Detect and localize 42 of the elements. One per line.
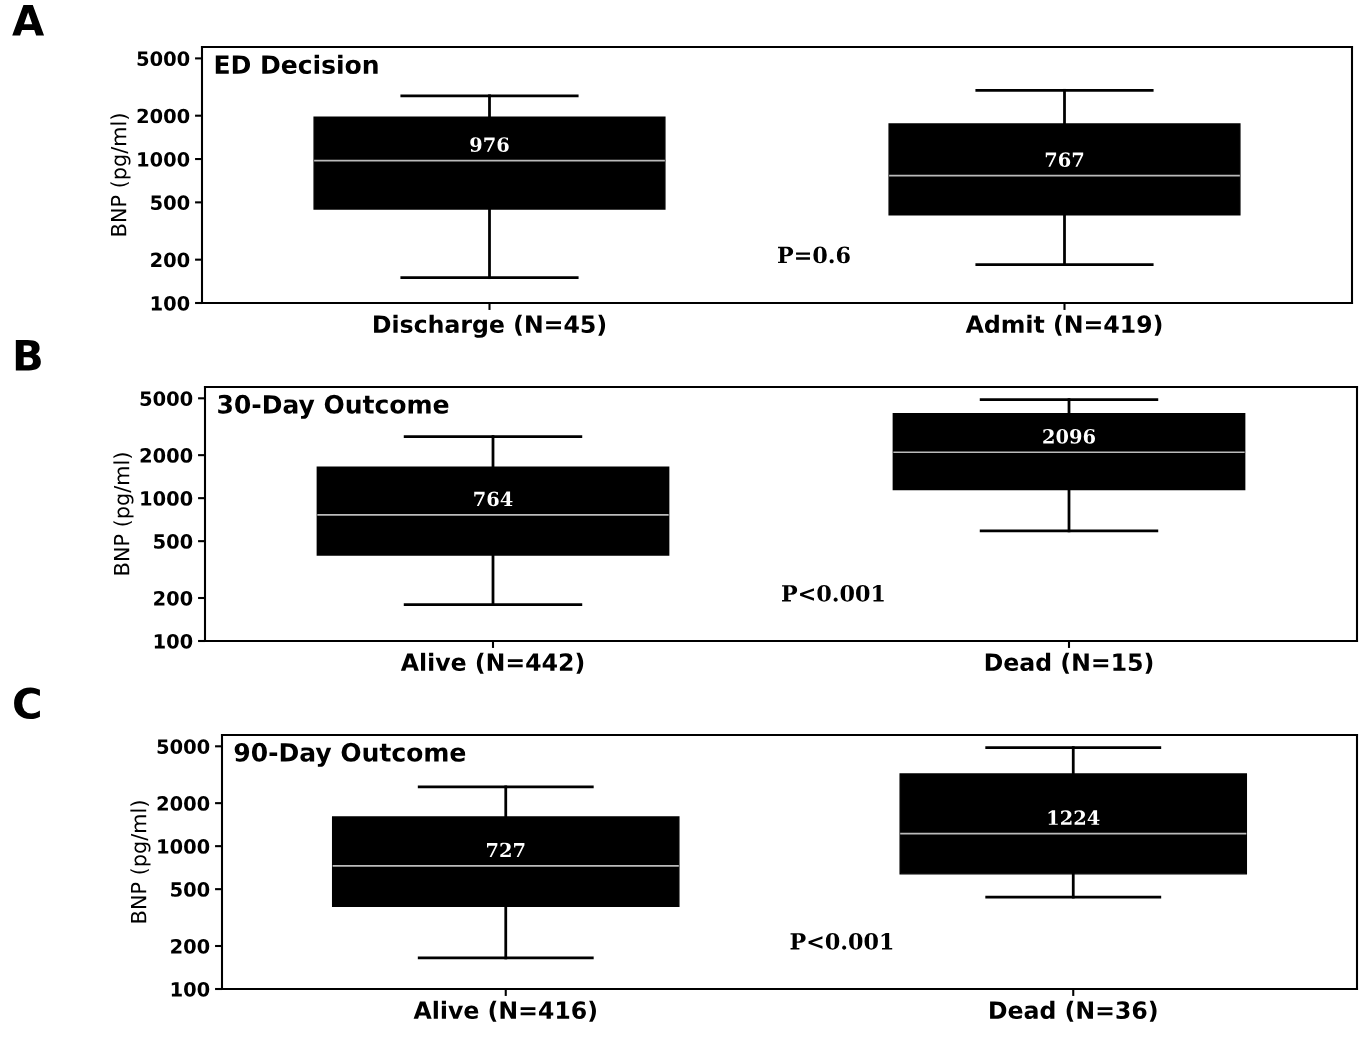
x-tick-label: Alive (N=442) — [400, 652, 584, 674]
y-tick-label: 2000 — [137, 108, 190, 124]
y-tick-label: 5000 — [140, 391, 193, 406]
y-tick-label: 1000 — [158, 839, 210, 854]
y-tick-label: 200 — [151, 252, 190, 268]
y-tick-label: 5000 — [137, 51, 190, 67]
text: C — [14, 687, 40, 720]
text: 976 — [470, 137, 509, 152]
y-axis-title: BNP (pg/ml) — [130, 801, 151, 923]
text: 727 — [486, 842, 525, 858]
text: 1224 — [1048, 810, 1100, 825]
x-tick-label: Dead (N=36) — [990, 1000, 1157, 1022]
text: A — [12, 5, 45, 36]
y-axis-title: BNP (pg/ml) — [110, 114, 131, 236]
annotation: P<0.001 — [782, 584, 884, 602]
y-tick-label: 100 — [151, 295, 190, 311]
text: 767 — [1045, 152, 1084, 168]
y-tick-label: 200 — [171, 938, 210, 954]
chart-title: ED Decision — [215, 54, 378, 75]
y-tick-label: 100 — [171, 981, 210, 997]
y-axis-title: BNP (pg/ml) — [113, 453, 134, 575]
text: B — [15, 340, 41, 371]
x-tick-label: Admit (N=419) — [965, 314, 1162, 336]
y-tick-label: 1000 — [141, 491, 193, 506]
y-tick-label: 500 — [171, 882, 210, 897]
y-tick-label: 2000 — [140, 448, 193, 463]
x-tick-label: Discharge (N=45) — [374, 314, 606, 338]
y-tick-label: 5000 — [157, 739, 210, 754]
annotation: P<0.001 — [790, 932, 893, 950]
x-tick-label: Dead (N=15) — [985, 652, 1153, 674]
y-tick-label: 200 — [154, 590, 193, 606]
chart-title: 30-Day Outcome — [218, 394, 449, 419]
y-tick-label: 500 — [154, 534, 193, 549]
y-tick-label: 500 — [151, 195, 190, 211]
y-tick-label: 100 — [154, 633, 193, 649]
text: 2096 — [1043, 429, 1096, 444]
chart-title: 90-Day Outcome — [234, 742, 466, 767]
text: 764 — [474, 491, 513, 507]
annotation: P=0.6 — [778, 246, 850, 264]
x-tick-label: Alive (N=416) — [413, 1000, 596, 1022]
y-tick-label: 1000 — [138, 151, 190, 167]
y-tick-label: 2000 — [157, 796, 210, 811]
